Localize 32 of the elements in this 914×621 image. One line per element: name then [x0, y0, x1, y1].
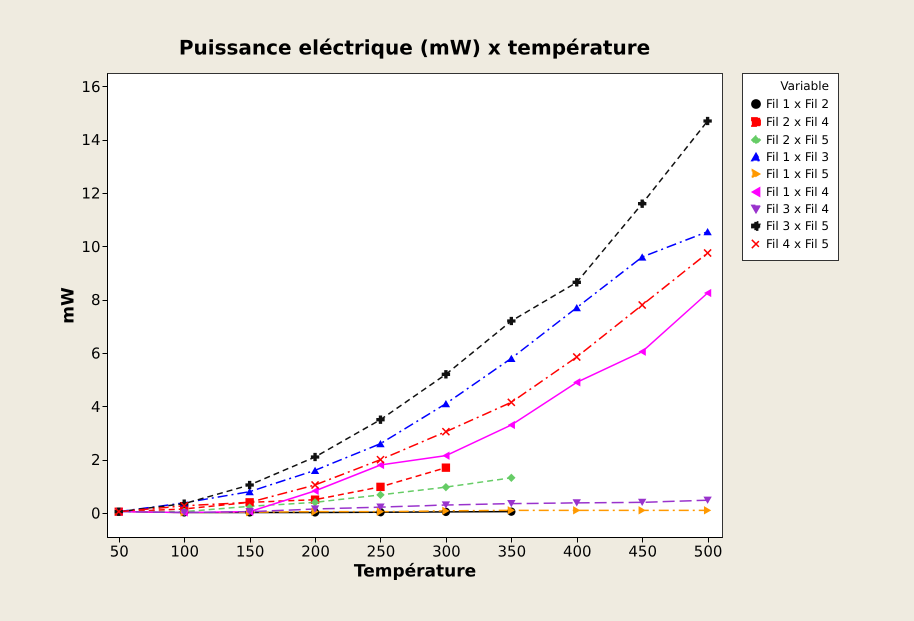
legend-label: Fil 2 x Fil 5 [766, 133, 830, 147]
legend-label: Fil 1 x Fil 2 [766, 97, 830, 111]
legend-label: Fil 1 x Fil 4 [766, 185, 830, 199]
x-tick-label: 100 [170, 542, 200, 560]
x-tick-label: 50 [110, 542, 129, 560]
legend-label: Fil 4 x Fil 5 [766, 237, 830, 251]
x-tick-label: 450 [628, 542, 657, 560]
y-tick-label: 14 [81, 131, 100, 150]
legend-label: Fil 1 x Fil 5 [766, 167, 830, 181]
y-tick-label: 4 [90, 398, 100, 416]
legend-label: Fil 3 x Fil 5 [766, 219, 830, 233]
y-axis-title: mW [58, 287, 78, 324]
legend-title: Variable [780, 79, 829, 93]
y-tick-label: 6 [90, 344, 100, 362]
y-tick-label: 8 [90, 291, 100, 310]
x-axis-title: Température [354, 562, 476, 582]
y-tick-label: 2 [90, 451, 100, 470]
x-tick-label: 400 [562, 542, 592, 560]
y-tick-label: 12 [81, 184, 100, 202]
x-tick-label: 500 [694, 542, 722, 560]
chart-title: Puissance eléctrique (mW) x température [178, 36, 650, 60]
legend-label: Fil 1 x Fil 3 [766, 150, 830, 164]
x-tick-label: 250 [366, 542, 396, 560]
x-tick-label: 300 [432, 542, 461, 560]
legend-label: Fil 3 x Fil 4 [766, 202, 830, 216]
x-tick-label: 150 [236, 542, 264, 560]
y-tick-label: 0 [90, 504, 100, 522]
y-tick-label: 10 [81, 238, 100, 256]
y-tick-label: 16 [81, 78, 100, 96]
legend-label: Fil 2 x Fil 4 [766, 115, 830, 129]
x-tick-label: 200 [301, 542, 330, 560]
x-tick-label: 350 [498, 542, 526, 560]
